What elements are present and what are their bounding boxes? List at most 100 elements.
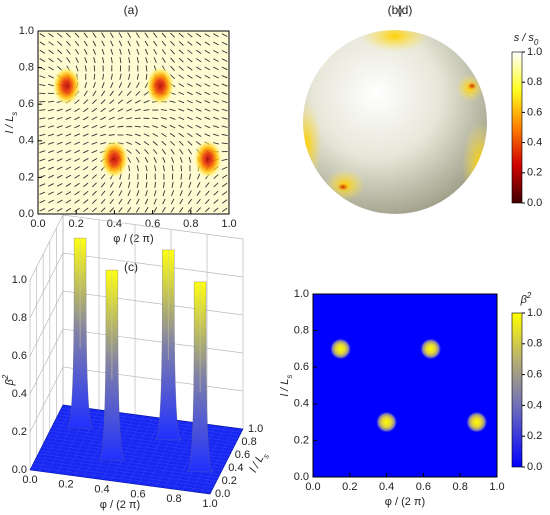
direction-dash	[74, 158, 80, 162]
z-tick-label: 1.0	[12, 274, 27, 286]
direction-dash	[82, 124, 89, 129]
direction-dash	[162, 156, 166, 163]
x-tick-label: 0.2	[69, 218, 84, 230]
direction-dash	[186, 108, 193, 112]
direction-dash	[221, 33, 228, 37]
direction-dash	[169, 116, 176, 120]
direction-dash	[48, 41, 54, 46]
direction-dash	[39, 133, 46, 137]
direction-dash	[56, 207, 63, 212]
direction-dash	[153, 48, 158, 55]
colorbar-tick-label: 0.0	[527, 197, 542, 209]
direction-dash	[144, 48, 149, 55]
direction-dash	[169, 124, 176, 129]
direction-dash	[213, 58, 219, 62]
direction-dash	[187, 198, 192, 205]
direction-dash	[179, 156, 183, 163]
direction-dash	[83, 166, 89, 171]
direction-dash	[39, 75, 46, 79]
direction-dash	[136, 82, 140, 88]
direction-dash	[187, 100, 193, 104]
direction-dash	[102, 57, 105, 64]
direction-dash	[39, 58, 46, 62]
direction-dash	[161, 57, 166, 63]
direction-dash	[204, 66, 211, 71]
direction-dash	[102, 73, 105, 80]
direction-dash	[93, 57, 96, 64]
direction-dash	[178, 32, 184, 38]
direction-dash	[135, 99, 141, 104]
x-tick-label: 0.8	[166, 493, 181, 505]
direction-dash	[83, 48, 88, 55]
direction-dash	[160, 125, 167, 129]
direction-dash	[83, 182, 89, 188]
direction-dash	[187, 124, 193, 129]
direction-dash	[221, 166, 228, 170]
direction-dash	[169, 100, 176, 103]
direction-dash	[128, 173, 130, 180]
direction-dash	[109, 207, 115, 213]
direction-dash	[48, 199, 54, 204]
direction-dash	[39, 33, 46, 38]
direction-dash	[204, 83, 211, 87]
panel-title: (b)	[388, 3, 403, 17]
z-tick-label: 0.0	[12, 464, 27, 476]
direction-dash	[195, 74, 202, 79]
direction-dash	[126, 108, 133, 112]
direction-dash	[83, 190, 89, 196]
y-tick-label: 0.4	[228, 462, 243, 474]
direction-dash	[108, 125, 115, 128]
y-axis-label-sub: s	[261, 452, 271, 460]
direction-dash	[48, 191, 54, 195]
direction-dash	[161, 207, 166, 213]
x-tick-label: 0.6	[416, 481, 431, 493]
direction-dash	[65, 116, 72, 120]
direction-dash	[204, 91, 211, 96]
direction-dash	[56, 158, 63, 162]
direction-dash	[83, 99, 89, 105]
direction-dash	[56, 166, 63, 170]
direction-dash	[170, 57, 175, 63]
y-axis-label: l / Ls	[4, 112, 19, 134]
direction-dash	[117, 108, 124, 112]
direction-dash	[93, 73, 96, 80]
direction-dash	[221, 158, 228, 162]
direction-dash	[109, 99, 115, 105]
direction-dash	[187, 32, 193, 38]
x-tick-label: 0.4	[107, 218, 122, 230]
direction-dash	[221, 75, 228, 79]
y-axis-label-sub: s	[10, 112, 19, 116]
direction-dash	[136, 57, 139, 64]
direction-dash	[118, 181, 123, 188]
direction-dash	[100, 133, 107, 137]
direction-dash	[134, 125, 141, 128]
direction-dash	[92, 40, 97, 47]
direction-dash	[161, 148, 166, 155]
direction-dash	[48, 75, 54, 79]
direction-dash	[195, 91, 202, 96]
y-tick-label: 0.2	[19, 171, 34, 183]
direction-dash	[143, 141, 150, 146]
direction-dash	[187, 41, 193, 46]
direction-dash	[74, 40, 80, 47]
direction-dash	[91, 116, 98, 121]
direction-dash	[109, 108, 115, 113]
direction-dash	[162, 190, 166, 197]
direction-dash	[196, 198, 201, 205]
direction-dash	[204, 207, 210, 213]
direction-dash	[221, 199, 228, 204]
direction-dash	[179, 190, 183, 197]
direction-dash	[178, 41, 184, 46]
direction-dash	[83, 207, 89, 213]
colorbar-tick-label: 0.0	[527, 461, 542, 473]
direction-dash	[204, 58, 211, 63]
direction-dash	[39, 109, 46, 111]
y-tick-label: 0.4	[294, 398, 309, 410]
direction-dash	[56, 133, 63, 137]
direction-dash	[48, 125, 55, 128]
direction-dash	[195, 133, 202, 137]
x-tick-label: 0.4	[94, 484, 109, 496]
direction-dash	[74, 191, 80, 196]
direction-dash	[212, 125, 219, 129]
peak-spot	[375, 411, 398, 434]
